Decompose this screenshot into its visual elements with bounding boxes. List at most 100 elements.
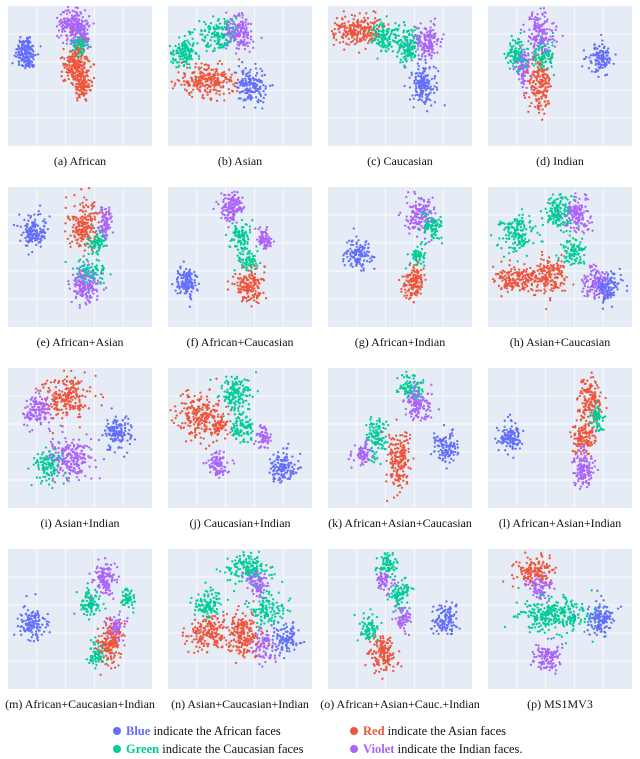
scatter-point: [546, 82, 549, 85]
scatter-point: [237, 58, 241, 61]
scatter-point: [100, 210, 103, 214]
scatter-point: [415, 211, 418, 214]
scatter-point: [189, 295, 192, 298]
scatter-point: [517, 50, 520, 53]
scatter-point: [417, 68, 420, 71]
scatter-point: [188, 66, 192, 69]
scatter-point: [235, 17, 238, 20]
scatter-point: [433, 51, 436, 55]
scatter-point: [540, 85, 543, 88]
scatter-point: [535, 37, 538, 41]
scatter-point: [78, 243, 81, 246]
scatter-panel: (a) African: [0, 0, 160, 180]
scatter-point: [25, 49, 28, 53]
scatter-point: [180, 61, 183, 64]
scatter-point: [381, 26, 385, 29]
scatter-point: [65, 34, 68, 37]
scatter-point: [81, 236, 84, 239]
scatter-point: [60, 34, 63, 37]
scatter-point: [424, 213, 428, 216]
scatter-point: [87, 69, 90, 72]
scatter-point: [79, 63, 82, 66]
scatter-point: [540, 95, 543, 99]
scatter-point: [178, 291, 182, 295]
scatter-point: [225, 47, 228, 50]
scatter-point: [14, 51, 18, 54]
scatter-point: [83, 264, 86, 268]
scatter-point: [374, 11, 377, 14]
scatter-point: [92, 76, 96, 80]
scatter-point: [589, 54, 593, 57]
scatter-point: [236, 43, 239, 46]
scatter-point: [80, 188, 83, 191]
scatter-point: [80, 24, 83, 27]
scatter-point: [595, 59, 598, 62]
scatter-point: [225, 38, 228, 41]
scatter-point: [351, 39, 354, 43]
scatter-point: [242, 205, 246, 209]
scatter-point: [101, 264, 104, 267]
scatter-point: [426, 221, 429, 224]
scatter-point: [341, 36, 345, 40]
scatter-point: [246, 240, 249, 243]
scatter-point: [259, 237, 263, 240]
scatter-point: [29, 216, 32, 219]
scatter-point: [189, 54, 193, 57]
scatter-point: [525, 65, 529, 69]
scatter-point: [602, 51, 605, 54]
scatter-point: [233, 210, 236, 214]
scatter-point: [83, 28, 86, 32]
scatter-point: [435, 81, 438, 85]
scatter-point: [226, 25, 229, 29]
scatter-point: [263, 265, 267, 268]
scatter-point: [423, 86, 426, 90]
scatter-point: [226, 39, 230, 43]
scatter-point: [100, 268, 104, 272]
scatter-point: [411, 47, 415, 51]
scatter-point: [26, 234, 29, 238]
scatter-point: [34, 239, 37, 242]
scatter-point: [77, 95, 81, 98]
scatter-point: [335, 17, 339, 20]
scatter-point: [85, 294, 88, 297]
scatter-point: [419, 91, 423, 95]
scatter-point: [404, 267, 408, 270]
scatter-point: [172, 53, 176, 56]
scatter-point: [242, 264, 245, 268]
scatter-point: [69, 20, 73, 23]
scatter-point: [533, 22, 537, 25]
scatter-point: [253, 282, 257, 286]
scatter-point: [194, 284, 197, 287]
scatter-point: [552, 73, 556, 77]
scatter-point: [372, 10, 375, 13]
scatter-point: [532, 64, 535, 67]
scatter-point: [540, 67, 544, 70]
scatter-point: [65, 39, 68, 42]
scatter-point: [80, 208, 83, 212]
scatter-point: [241, 250, 244, 253]
scatter-point: [22, 53, 25, 56]
scatter-point: [249, 68, 252, 72]
scatter-point: [420, 55, 424, 58]
scatter-point: [76, 96, 79, 100]
scatter-point: [433, 91, 436, 95]
scatter-point: [85, 281, 89, 284]
scatter-point: [237, 26, 240, 29]
scatter-point: [244, 91, 247, 95]
scatter-point: [235, 82, 239, 85]
scatter-point: [423, 38, 427, 41]
scatter-point: [420, 197, 423, 200]
scatter-point: [363, 29, 366, 32]
scatter-point: [188, 272, 191, 275]
scatter-point: [18, 41, 22, 44]
scatter-point: [534, 16, 537, 19]
scatter-point: [421, 53, 424, 56]
scatter-point: [417, 228, 420, 231]
scatter-point: [39, 245, 42, 248]
scatter-point: [433, 85, 436, 88]
scatter-point: [237, 12, 241, 15]
scatter-point: [249, 95, 253, 99]
scatter-point: [177, 43, 181, 46]
scatter-point: [90, 296, 93, 299]
scatter-point: [419, 22, 422, 25]
